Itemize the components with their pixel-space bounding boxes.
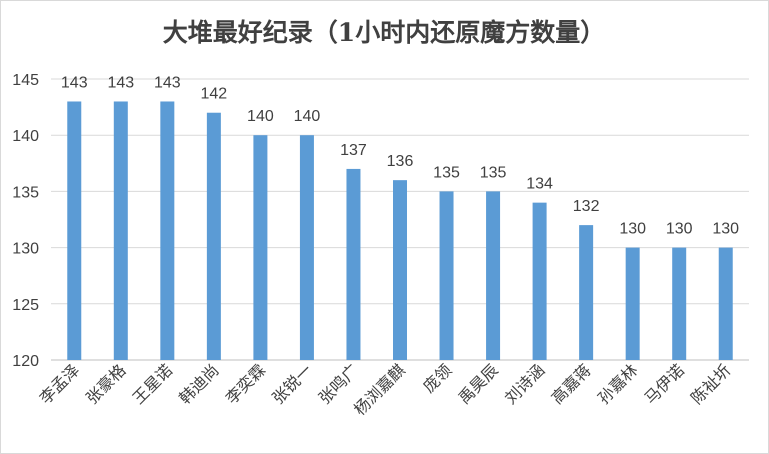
bar bbox=[206, 112, 221, 360]
data-label: 142 bbox=[201, 86, 228, 103]
data-label: 134 bbox=[526, 176, 553, 193]
x-category-label: 李孟泽 bbox=[36, 360, 83, 407]
bar bbox=[160, 101, 175, 360]
bar bbox=[299, 135, 314, 360]
data-label: 135 bbox=[433, 164, 460, 181]
bar bbox=[718, 247, 733, 360]
bar bbox=[253, 135, 268, 360]
bar bbox=[67, 101, 82, 360]
bar bbox=[439, 191, 454, 360]
bar bbox=[625, 247, 640, 360]
x-category-label: 陈祉圻 bbox=[687, 360, 734, 407]
y-tick-label: 130 bbox=[12, 241, 39, 258]
data-label: 130 bbox=[666, 221, 693, 238]
data-label: 130 bbox=[712, 221, 739, 238]
bars bbox=[67, 101, 733, 360]
data-label: 140 bbox=[247, 108, 274, 125]
bar bbox=[532, 202, 547, 360]
x-category-label: 马伊诺 bbox=[641, 360, 688, 407]
x-category-label: 杨浏嘉麒 bbox=[350, 360, 409, 419]
x-axis-categories: 李孟泽 张豪格 王星诺 韩迪尚 李奕霖 张锐一 张鸣广杨浏嘉麒 庞领 禹昊辰 刘诗涵 高嘉蒋 孙嘉林马… bbox=[36, 360, 735, 419]
chart-title: 大堆最好纪录（1小时内还原魔方数量） bbox=[163, 18, 605, 47]
x-category-label: 张锐一 bbox=[268, 360, 315, 407]
bar bbox=[672, 247, 687, 360]
x-category-label: 王星诺 bbox=[129, 360, 176, 407]
y-tick-label: 120 bbox=[12, 353, 39, 370]
bar bbox=[393, 180, 407, 360]
data-label: 132 bbox=[573, 198, 600, 215]
x-category-label: 孙嘉林 bbox=[594, 360, 641, 407]
x-category-label: 李奕霖 bbox=[222, 360, 269, 407]
y-tick-label: 140 bbox=[12, 128, 39, 145]
bar bbox=[579, 225, 594, 360]
data-labels: 143 143 143 142 140 140 137 136 135 135 134 132 130 1… bbox=[61, 74, 739, 237]
x-category-label: 高嘉蒋 bbox=[548, 360, 595, 407]
x-category-label: 刘诗涵 bbox=[501, 360, 548, 407]
y-tick-label: 145 bbox=[12, 72, 39, 89]
y-tick-label: 135 bbox=[12, 184, 39, 201]
x-category-label: 张豪格 bbox=[82, 360, 129, 407]
data-label: 136 bbox=[387, 153, 414, 170]
x-category-label: 禹昊辰 bbox=[455, 360, 502, 407]
data-label: 140 bbox=[294, 108, 321, 125]
bar bbox=[486, 191, 501, 360]
bar bbox=[346, 168, 361, 360]
data-label: 143 bbox=[107, 74, 134, 91]
y-axis-ticks: 120 125 130 135 140 145 bbox=[12, 72, 39, 370]
x-category-label: 庞领 bbox=[419, 360, 455, 396]
data-label: 130 bbox=[619, 221, 646, 238]
bar bbox=[113, 101, 128, 360]
x-category-label: 韩迪尚 bbox=[175, 360, 222, 407]
y-tick-label: 125 bbox=[12, 297, 39, 314]
data-label: 143 bbox=[61, 74, 88, 91]
data-label: 135 bbox=[480, 164, 507, 181]
data-label: 143 bbox=[154, 74, 181, 91]
data-label: 137 bbox=[340, 142, 367, 159]
